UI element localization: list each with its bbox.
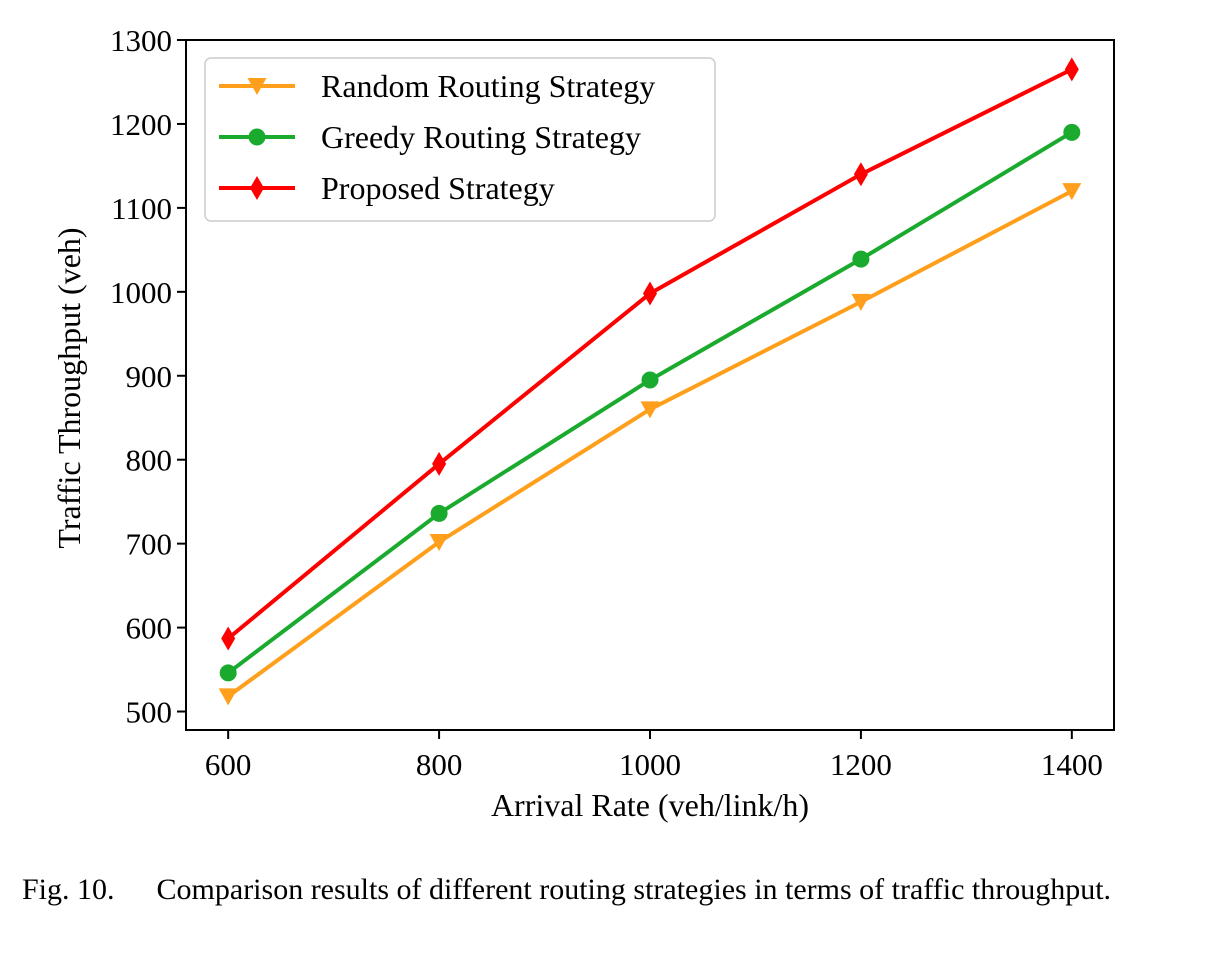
y-axis-label: Traffic Throughput (veh) xyxy=(51,227,87,548)
series-layer xyxy=(218,57,1082,706)
x-axis-label: Arrival Rate (veh/link/h) xyxy=(491,787,809,823)
data-point xyxy=(430,504,448,522)
legend-label: Proposed Strategy xyxy=(321,170,555,206)
x-tick-label: 1200 xyxy=(830,747,892,782)
y-tick-label: 700 xyxy=(126,527,173,562)
legend-item: Random Routing Strategy xyxy=(219,68,655,104)
data-point xyxy=(643,281,657,306)
data-point xyxy=(640,401,660,419)
data-point xyxy=(432,451,447,476)
legend-marker xyxy=(247,78,267,95)
y-tick-label: 900 xyxy=(126,359,173,394)
data-point xyxy=(1063,123,1081,141)
line-chart: 600 800 1000 1200 1400 500 600 700 800 900 1000 11… xyxy=(51,23,1115,823)
series-line xyxy=(227,189,1073,699)
y-tick-label: 600 xyxy=(126,611,173,646)
data-point xyxy=(852,250,870,268)
data-point xyxy=(429,533,449,551)
legend-item: Proposed Strategy xyxy=(219,170,555,206)
x-tick-label: 1400 xyxy=(1041,747,1103,782)
y-axis: 500 600 700 800 900 1000 1100 1200 1300 xyxy=(110,23,186,730)
data-point xyxy=(851,293,871,311)
data-point xyxy=(1064,57,1079,82)
y-tick-label: 1000 xyxy=(110,275,172,310)
data-point xyxy=(1062,183,1082,201)
data-point xyxy=(218,688,238,706)
series-triangle-down xyxy=(218,183,1082,706)
legend-box xyxy=(204,57,716,222)
legend-marker xyxy=(250,176,264,200)
caption-text: Comparison results of different routing … xyxy=(156,873,1112,906)
x-tick-label: 1000 xyxy=(619,747,681,782)
legend-marker xyxy=(248,128,266,146)
x-tick-label: 800 xyxy=(416,747,463,782)
y-tick-label: 1300 xyxy=(110,23,172,58)
series-circle xyxy=(219,123,1081,682)
data-point xyxy=(219,664,237,682)
y-tick-label: 1200 xyxy=(110,107,172,142)
legend-label: Random Routing Strategy xyxy=(321,68,655,104)
data-point xyxy=(853,162,868,187)
y-tick-label: 800 xyxy=(126,443,173,478)
data-point xyxy=(221,626,236,651)
data-point xyxy=(641,371,659,389)
legend-label: Greedy Routing Strategy xyxy=(321,119,641,155)
series-diamond xyxy=(221,57,1079,651)
figure-caption: Fig. 10. Comparison results of different … xyxy=(22,868,1172,912)
y-tick-label: 500 xyxy=(126,695,173,730)
y-tick-label: 1100 xyxy=(111,191,172,226)
x-axis: 600 800 1000 1200 1400 xyxy=(205,730,1103,782)
x-tick-label: 600 xyxy=(205,747,252,782)
legend-item: Greedy Routing Strategy xyxy=(219,119,641,155)
figure-number: Fig. 10. xyxy=(22,873,115,906)
legend: Random Routing Strategy Greedy Routing St… xyxy=(204,57,716,222)
